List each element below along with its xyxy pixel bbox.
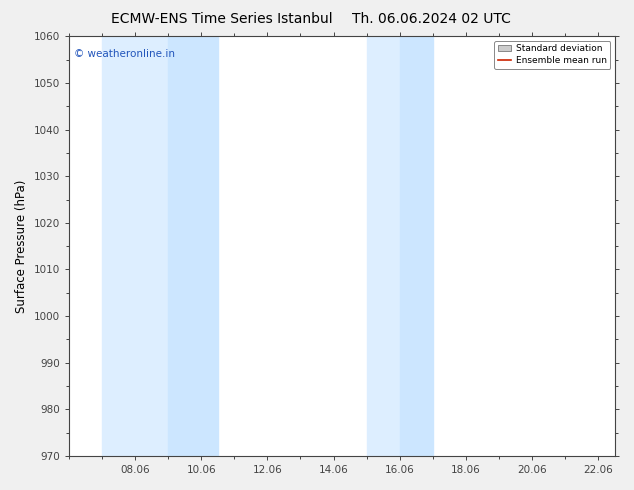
Text: Th. 06.06.2024 02 UTC: Th. 06.06.2024 02 UTC xyxy=(352,12,510,26)
Legend: Standard deviation, Ensemble mean run: Standard deviation, Ensemble mean run xyxy=(494,41,611,69)
Bar xyxy=(400,36,433,456)
Bar xyxy=(366,36,400,456)
Text: © weatheronline.in: © weatheronline.in xyxy=(74,49,175,59)
Text: ECMW-ENS Time Series Istanbul: ECMW-ENS Time Series Istanbul xyxy=(111,12,333,26)
Bar xyxy=(102,36,168,456)
Bar xyxy=(168,36,217,456)
Y-axis label: Surface Pressure (hPa): Surface Pressure (hPa) xyxy=(15,179,28,313)
